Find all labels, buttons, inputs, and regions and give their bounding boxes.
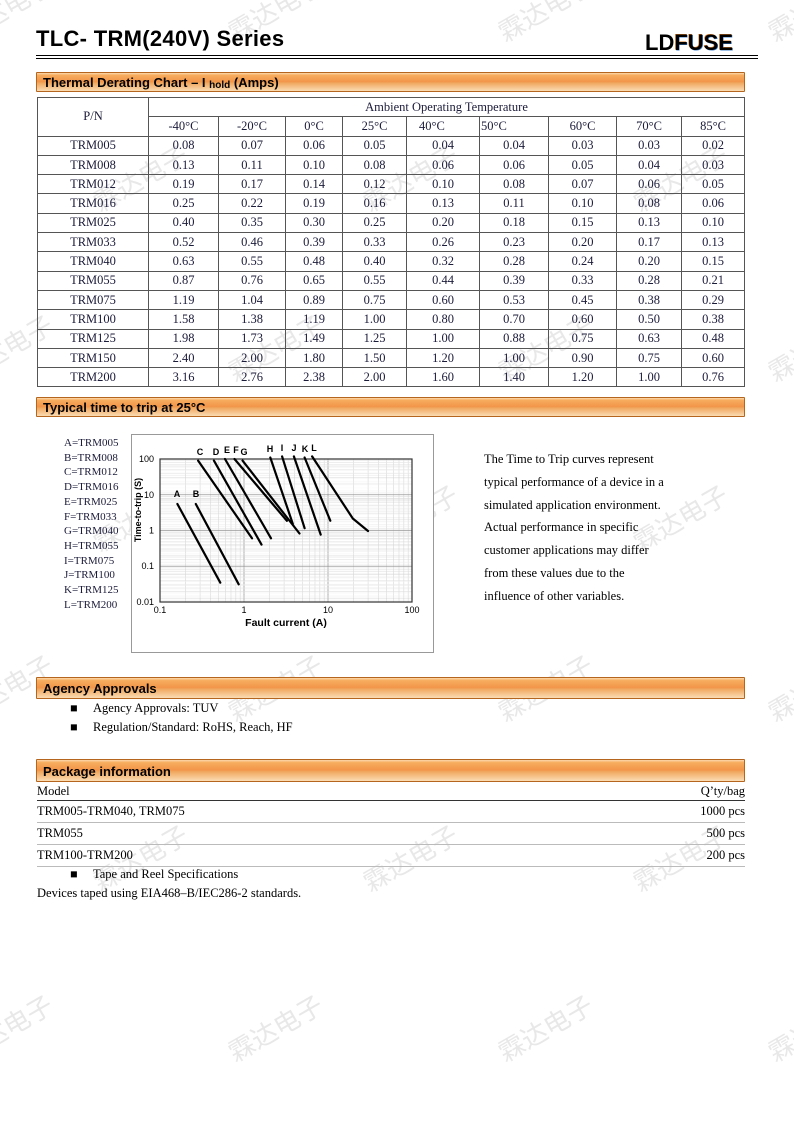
svg-text:K: K (302, 444, 309, 454)
svg-text:D: D (213, 447, 220, 457)
svg-text:1: 1 (149, 526, 154, 536)
svg-text:10: 10 (323, 605, 333, 615)
svg-text:0.01: 0.01 (136, 597, 154, 607)
svg-text:I: I (281, 443, 284, 453)
svg-text:G: G (240, 447, 247, 457)
svg-text:100: 100 (404, 605, 419, 615)
svg-text:B: B (193, 489, 200, 499)
svg-text:1: 1 (241, 605, 246, 615)
svg-text:H: H (267, 444, 274, 454)
svg-text:E: E (224, 445, 230, 455)
svg-text:Fault current (A): Fault current (A) (245, 617, 327, 629)
svg-text:0.1: 0.1 (154, 605, 167, 615)
svg-text:L: L (311, 443, 317, 453)
svg-text:100: 100 (139, 454, 154, 464)
svg-text:J: J (291, 443, 296, 453)
svg-text:10: 10 (144, 490, 154, 500)
svg-text:F: F (233, 445, 239, 455)
svg-text:0.1: 0.1 (141, 561, 154, 571)
svg-text:A: A (174, 489, 181, 499)
svg-text:C: C (197, 447, 204, 457)
